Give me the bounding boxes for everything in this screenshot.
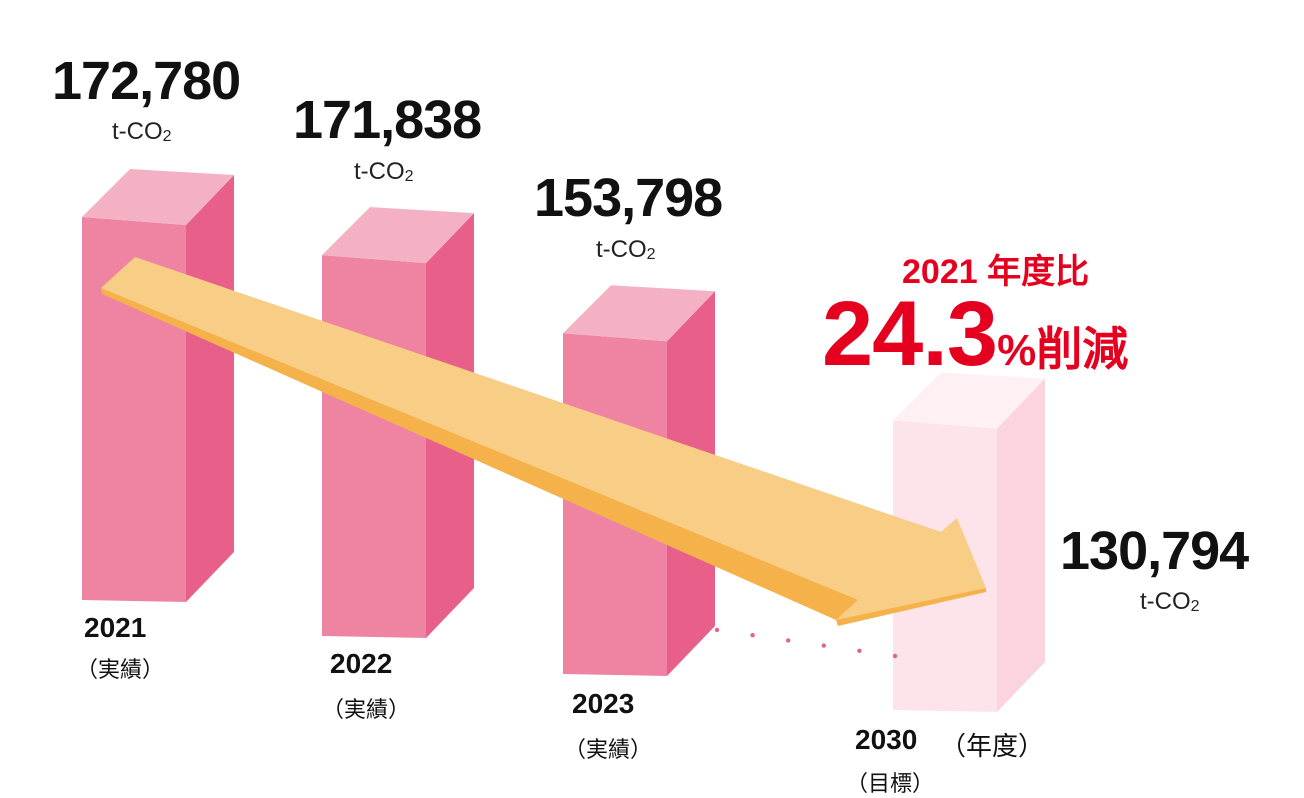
trend-dot xyxy=(821,643,826,648)
category-note-2030: （目標） xyxy=(846,771,935,796)
percent-sign: % xyxy=(997,326,1037,375)
unit-subscript: 2 xyxy=(162,128,172,145)
bar-top-2023 xyxy=(563,285,715,342)
category-note-2023: （実績） xyxy=(564,737,653,762)
unit-text: t-CO xyxy=(596,236,647,263)
category-note-2022: （実績） xyxy=(322,697,411,722)
trend-dot xyxy=(857,648,862,653)
unit-label-2023: t-CO2 xyxy=(596,236,656,264)
comparison-basis-label: 2021 年度比 xyxy=(902,253,1090,291)
trend-dot xyxy=(750,633,755,638)
bar-top-2030 xyxy=(893,372,1045,429)
unit-text: t-CO xyxy=(354,158,405,185)
reduction-word: 削減 xyxy=(1036,323,1129,375)
value-label-2030: 130,794 xyxy=(1060,521,1249,581)
x-axis-suffix: （年度） xyxy=(940,731,1045,761)
category-label-2030: 2030 xyxy=(855,724,918,755)
bar-side-2030 xyxy=(997,378,1045,712)
trend-arrow xyxy=(101,257,986,620)
value-label-2021: 172,780 xyxy=(52,51,241,111)
unit-label-2022: t-CO2 xyxy=(354,158,414,186)
bar-front-2022 xyxy=(322,255,426,638)
reduction-annotation: 24.3%削減 xyxy=(822,282,1128,387)
category-label-2022: 2022 xyxy=(330,648,393,679)
reduction-percent-value: 24.3 xyxy=(822,283,998,385)
category-label-2023: 2023 xyxy=(572,688,635,719)
unit-label-2030: t-CO2 xyxy=(1140,588,1200,616)
trend-dot xyxy=(786,638,791,643)
bar-top-2021 xyxy=(82,169,234,225)
unit-subscript: 2 xyxy=(404,168,414,185)
unit-text: t-CO xyxy=(112,118,163,145)
category-label-2021: 2021 xyxy=(84,612,147,643)
unit-text: t-CO xyxy=(1140,588,1191,615)
value-label-2023: 153,798 xyxy=(534,168,723,228)
value-label-2022: 171,838 xyxy=(293,90,482,150)
unit-subscript: 2 xyxy=(1190,598,1200,615)
trend-dot xyxy=(892,653,898,659)
bar-top-2022 xyxy=(322,207,474,264)
bar-side-2021 xyxy=(186,175,234,602)
category-note-2021: （実績） xyxy=(76,657,165,682)
unit-subscript: 2 xyxy=(646,246,656,263)
trend-dot xyxy=(714,627,720,633)
unit-label-2021: t-CO2 xyxy=(112,118,172,146)
